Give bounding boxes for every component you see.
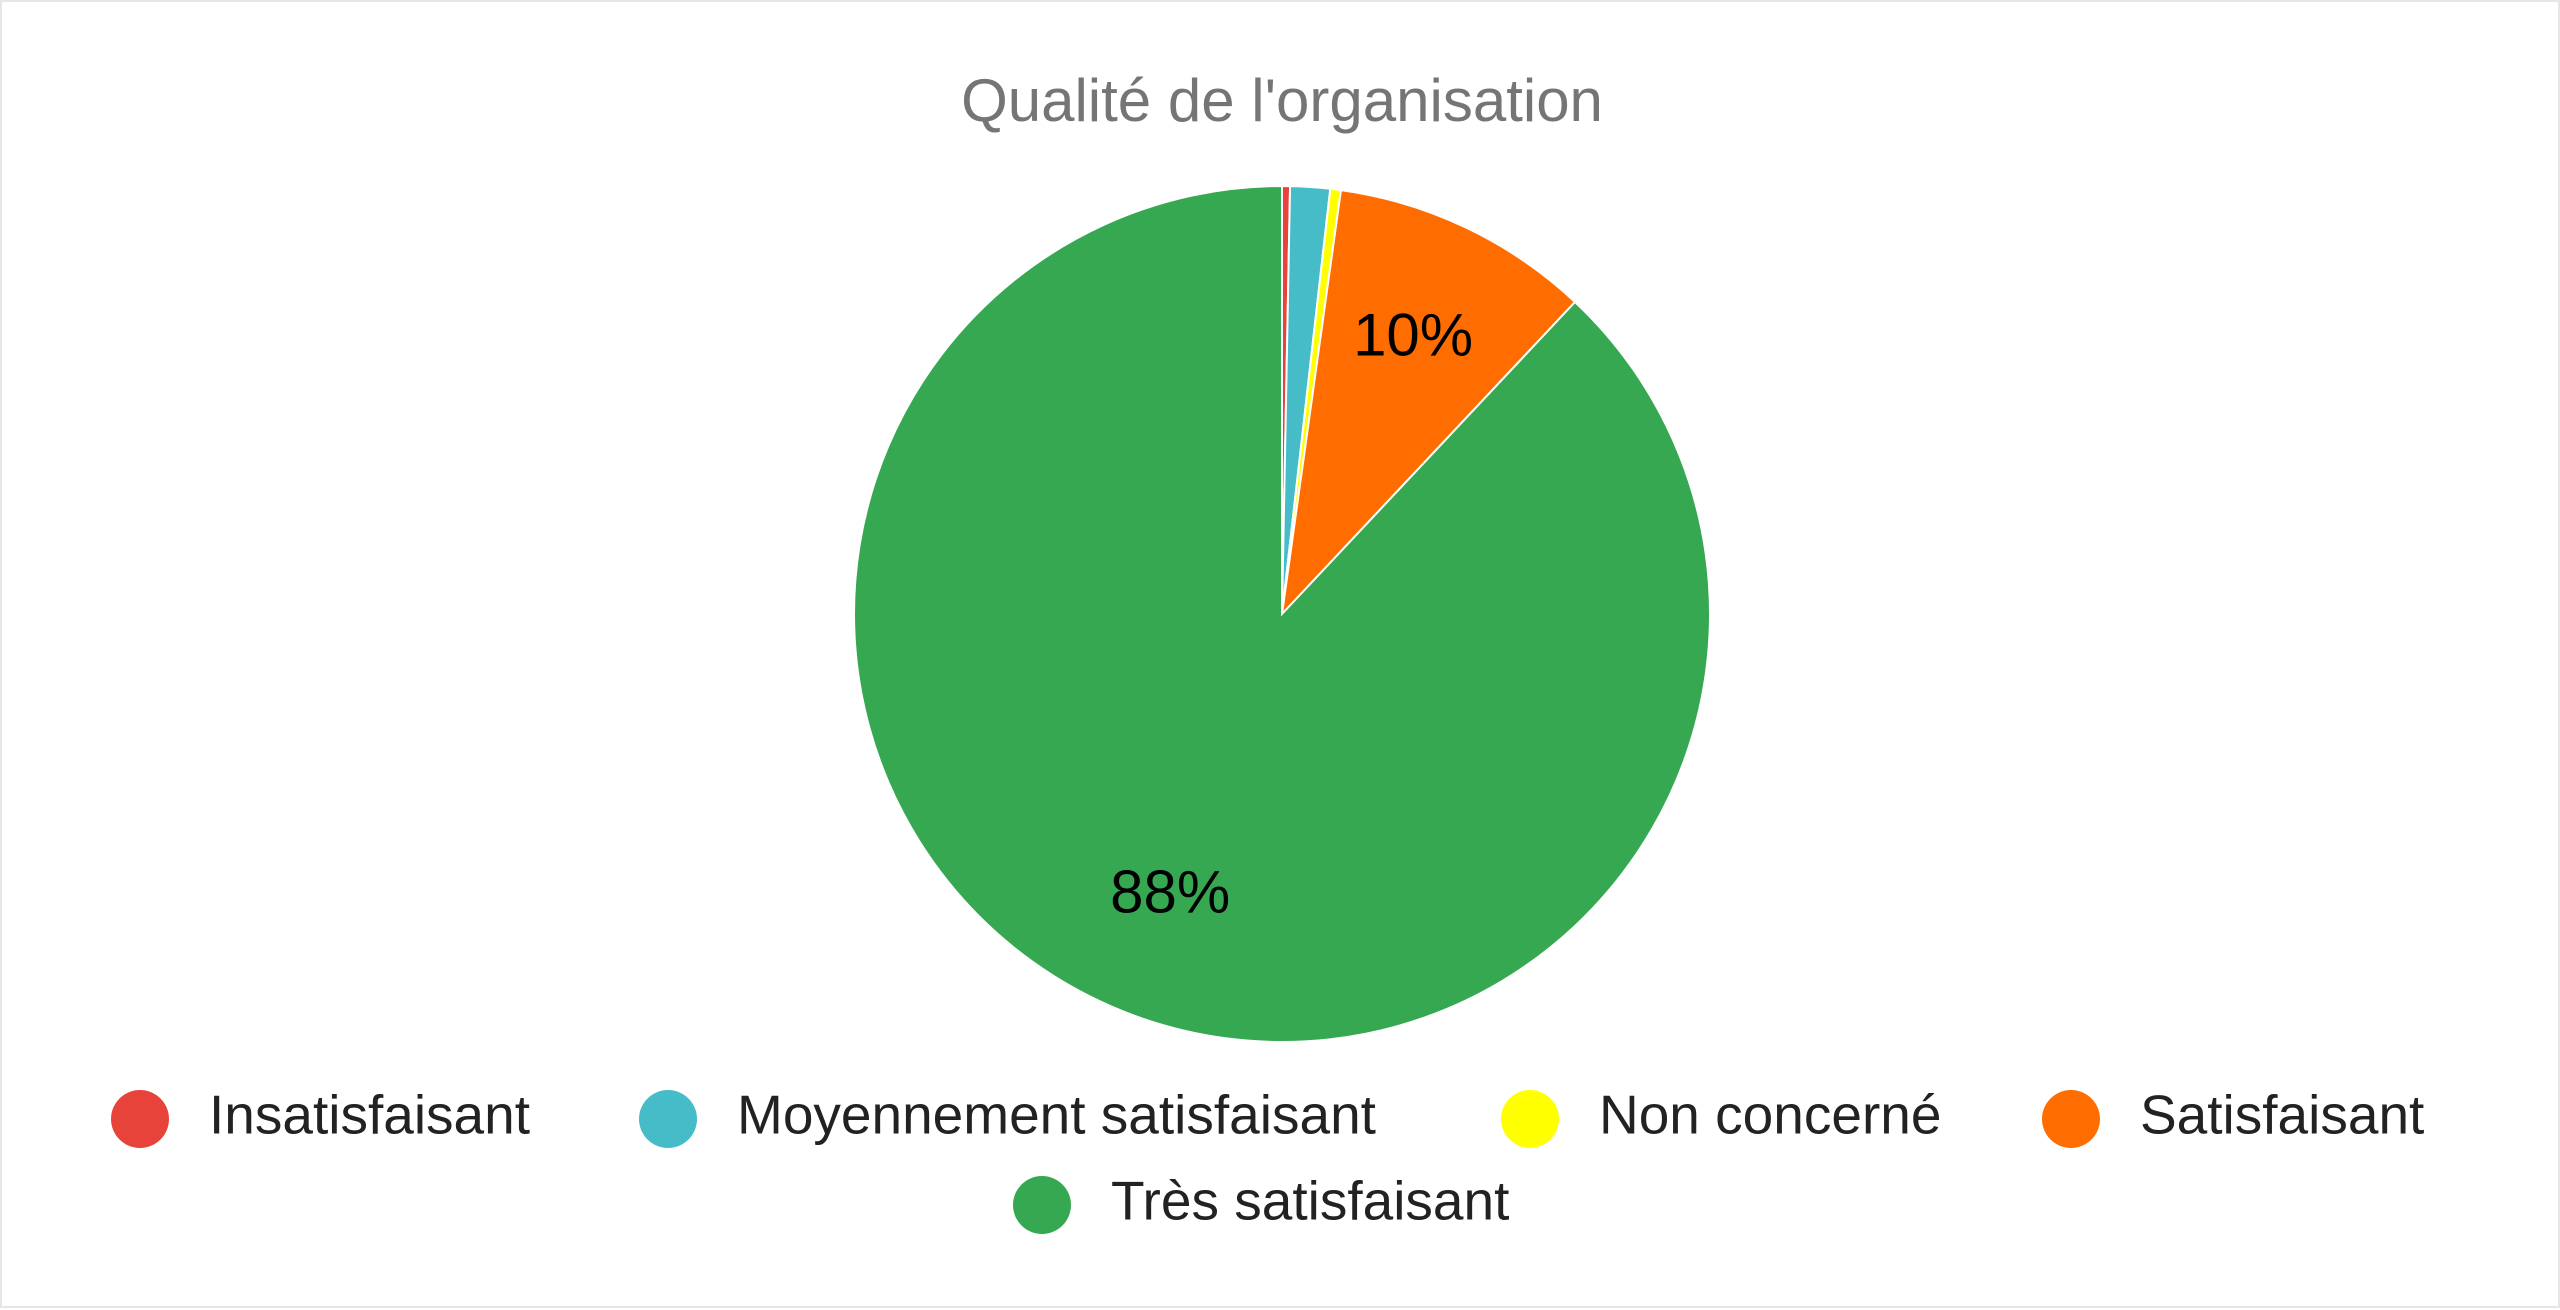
legend-swatch: [1501, 1090, 1559, 1148]
legend-swatch: [2042, 1090, 2100, 1148]
data-label: 88%: [1110, 858, 1230, 925]
chart-title: Qualité de l'organisation: [961, 67, 1603, 134]
pie-slice: [853, 184, 1711, 1043]
legend-label: Très satisfaisant: [1111, 1170, 1509, 1232]
pie-slice: [1280, 188, 1577, 617]
legend-label: Insatisfaisant: [209, 1084, 530, 1146]
legend-label: Satisfaisant: [2140, 1084, 2424, 1146]
data-label: 10%: [1353, 302, 1473, 369]
legend-swatch: [639, 1090, 697, 1148]
legend-swatch: [111, 1090, 169, 1148]
legend-label: Moyennement satisfaisant: [737, 1084, 1376, 1146]
legend-swatch: [1013, 1176, 1071, 1234]
legend-label: Non concerné: [1599, 1084, 1941, 1146]
